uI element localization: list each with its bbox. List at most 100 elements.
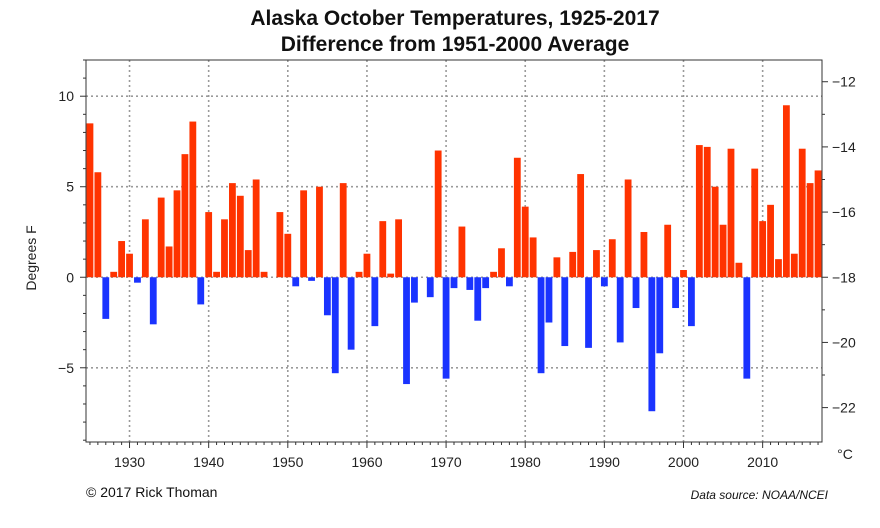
y-axis-left: −5 0 5 10 (58, 59, 86, 441)
bar-1943 (229, 183, 236, 278)
bar-1966 (411, 277, 418, 303)
y2-tick-label: −16 (832, 204, 856, 220)
bar-1937 (181, 154, 189, 278)
bar-2000 (680, 270, 687, 278)
bar-1976 (490, 271, 497, 278)
bar-1961 (371, 277, 379, 327)
bar-1950 (284, 233, 292, 278)
bar-2011 (767, 204, 774, 278)
bar-1999 (672, 277, 679, 309)
bar-1936 (173, 190, 181, 278)
bar-1987 (577, 174, 585, 278)
bar-1926 (94, 172, 102, 278)
x-axis: 1930 1940 1950 1960 1970 1980 1990 2000 2010 (89, 442, 819, 470)
bar-1934 (157, 197, 165, 278)
x-tick-label: 2010 (747, 454, 778, 470)
bar-1996 (648, 277, 656, 412)
bar-1973 (466, 277, 474, 290)
bar-1960 (363, 253, 371, 278)
bar-1986 (569, 251, 577, 278)
bar-2001 (688, 277, 695, 327)
bar-1979 (513, 157, 521, 278)
bar-1977 (498, 248, 505, 278)
bar-1994 (632, 277, 640, 309)
bar-1949 (276, 212, 284, 278)
bar-2005 (719, 224, 727, 278)
bar-1953 (308, 277, 315, 281)
bar-1984 (553, 257, 561, 278)
bar-1980 (521, 206, 529, 278)
bar-1932 (141, 219, 149, 278)
y2-tick-label: −12 (832, 74, 856, 90)
bar-1998 (664, 224, 672, 278)
bar-2008 (743, 277, 751, 379)
bar-1992 (616, 277, 624, 343)
bar-2006 (727, 148, 735, 278)
bar-1938 (189, 121, 197, 278)
bar-1952 (300, 190, 308, 278)
bar-1951 (292, 277, 300, 287)
y-tick-label: 0 (66, 269, 74, 285)
bar-1933 (149, 277, 157, 325)
x-tick-label: 2000 (668, 454, 699, 470)
bar-1972 (458, 226, 466, 278)
y-tick-label: 10 (58, 88, 74, 104)
bar-2002 (695, 145, 703, 278)
chart-title: Alaska October Temperatures, 1925-2017 (250, 7, 659, 30)
bar-1941 (213, 271, 220, 278)
bar-1991 (608, 239, 616, 278)
gridlines (86, 60, 822, 442)
bar-2013 (782, 105, 790, 278)
y2-tick-label: −20 (832, 334, 856, 350)
bar-1997 (656, 277, 664, 354)
bar-1968 (426, 277, 434, 298)
x-tick-label: 1940 (193, 454, 224, 470)
x-tick-label: 1930 (114, 454, 145, 470)
bar-2007 (735, 262, 743, 278)
y-tick-label: −5 (58, 360, 74, 376)
bar-2003 (703, 146, 711, 278)
bar-1935 (165, 246, 173, 278)
bar-1939 (197, 277, 205, 305)
bar-1945 (244, 250, 252, 278)
bar-1978 (505, 277, 513, 287)
bar-1958 (347, 277, 355, 350)
bar-1965 (403, 277, 410, 385)
bar-1963 (387, 273, 395, 278)
bar-1959 (355, 271, 363, 278)
bar-1995 (640, 231, 648, 278)
bar-1930 (126, 253, 133, 278)
bar-1993 (624, 179, 632, 278)
bar-2009 (751, 168, 759, 278)
bar-1988 (585, 277, 592, 348)
bar-2010 (759, 221, 767, 278)
bar-1942 (221, 219, 228, 278)
bar-1962 (379, 221, 387, 278)
bar-2017 (814, 170, 822, 278)
bar-2014 (790, 253, 798, 278)
bar-series (86, 105, 822, 412)
data-source-note: Data source: NOAA/NCEI (690, 488, 828, 502)
y-axis-right: −22 −20 −18 −16 −14 −12 (822, 74, 856, 416)
bar-1985 (561, 277, 569, 347)
y2-tick-label: −14 (832, 139, 856, 155)
bar-1944 (236, 195, 244, 278)
bar-1974 (474, 277, 482, 321)
bar-1954 (316, 186, 323, 278)
bar-1981 (529, 237, 537, 278)
bar-2016 (806, 183, 814, 278)
bar-1964 (395, 219, 403, 278)
bar-2004 (711, 186, 719, 278)
bar-1925 (86, 123, 94, 278)
bar-1983 (545, 277, 553, 323)
bar-1956 (331, 277, 339, 374)
y2-axis-unit-label: °C (837, 446, 853, 462)
bar-1975 (482, 277, 490, 289)
x-tick-label: 1990 (589, 454, 620, 470)
x-tick-label: 1950 (272, 454, 303, 470)
y2-tick-label: −18 (832, 269, 856, 285)
bar-1940 (205, 212, 213, 278)
x-tick-label: 1970 (431, 454, 462, 470)
bar-1970 (442, 277, 450, 379)
